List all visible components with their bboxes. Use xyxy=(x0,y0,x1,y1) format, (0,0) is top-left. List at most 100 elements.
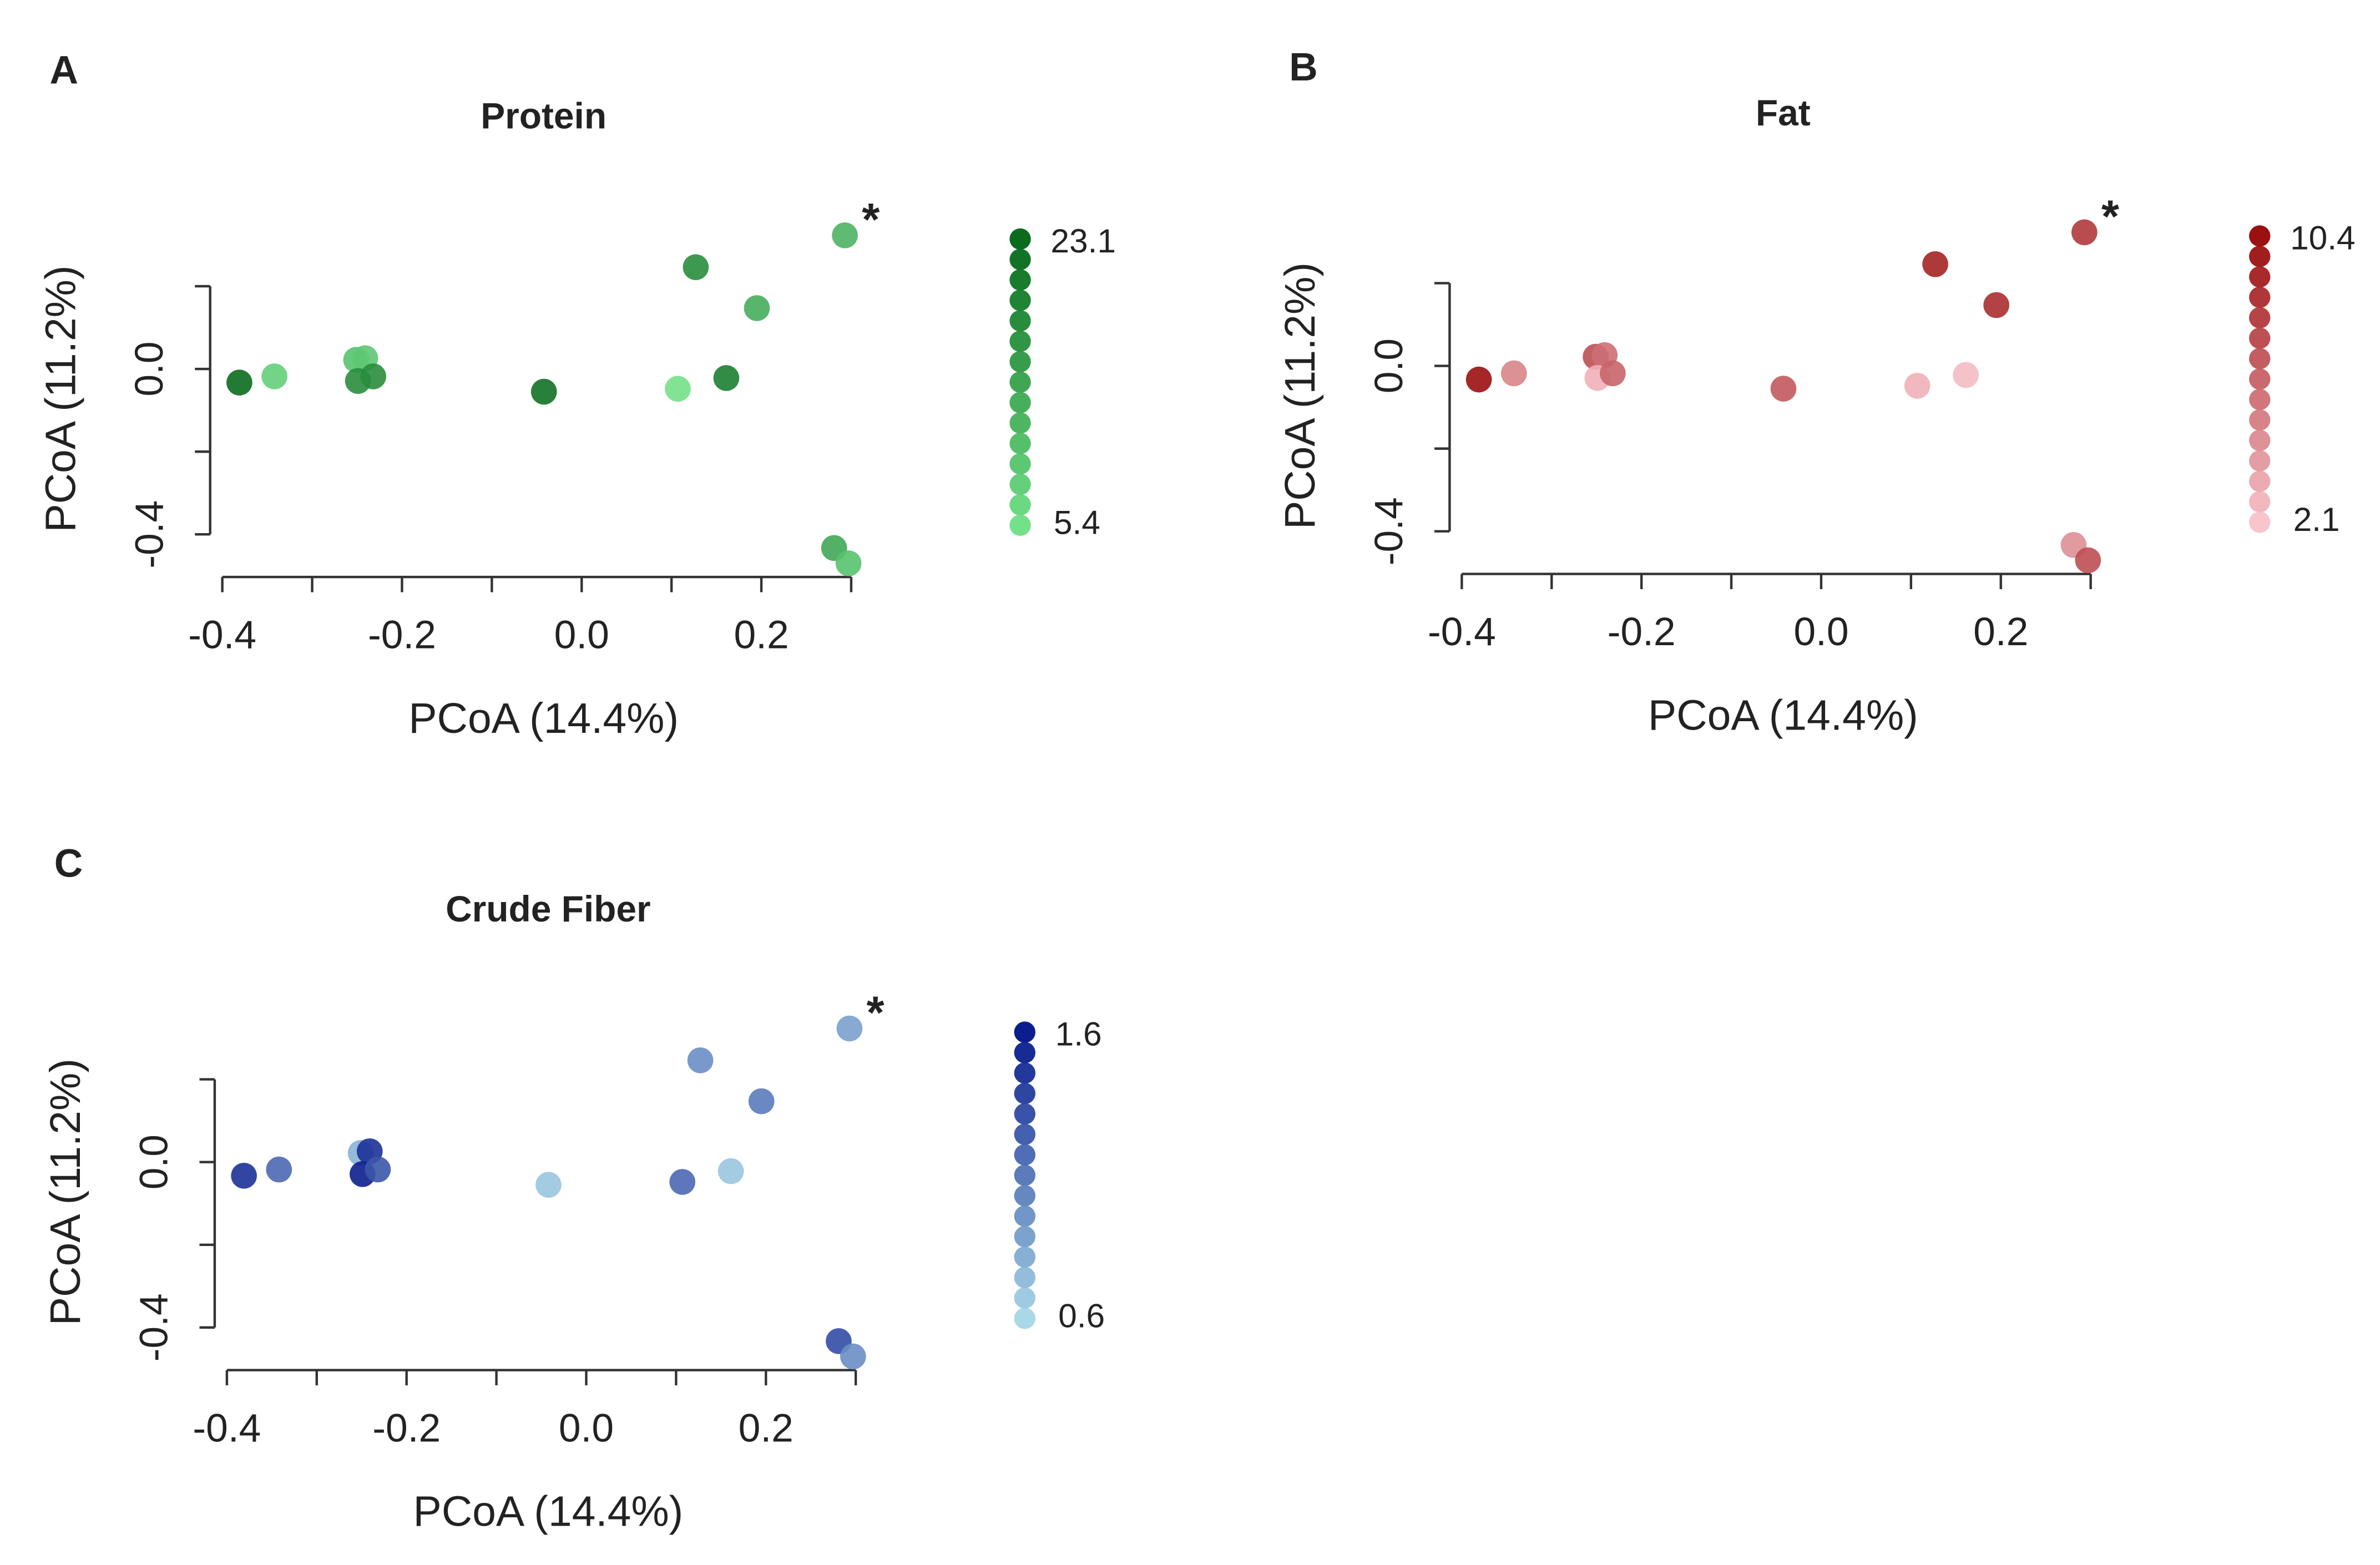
point xyxy=(1466,366,1492,393)
colorbar-swatch xyxy=(1014,1123,1035,1145)
colorbar-swatch xyxy=(1014,1062,1035,1084)
colorbar-swatch xyxy=(2249,491,2271,513)
point xyxy=(1770,376,1797,402)
colorbar-swatch xyxy=(2249,286,2271,308)
chart-title: Fat xyxy=(1756,92,1811,133)
colorbar-swatch xyxy=(2249,511,2271,533)
colorbar-swatch xyxy=(2249,409,2271,431)
point xyxy=(261,363,287,389)
colorbar-swatch xyxy=(1014,1164,1035,1186)
colorbar-swatch xyxy=(1014,1144,1035,1166)
y-tick-label: 0.0 xyxy=(132,1135,176,1189)
x-tick-label: 0.0 xyxy=(554,613,609,657)
x-tick-label: -0.4 xyxy=(188,613,256,657)
colorbar-swatch xyxy=(1014,1205,1035,1227)
colorbar-swatch xyxy=(2249,307,2271,328)
colorbar-swatch xyxy=(2249,450,2271,472)
point xyxy=(1922,251,1948,277)
point xyxy=(748,1088,775,1115)
x-tick-label: 0.2 xyxy=(734,613,789,657)
y-tick-label: -0.4 xyxy=(132,1293,176,1361)
x-tick-label: 0.0 xyxy=(1793,610,1848,654)
colorbar-swatch xyxy=(1009,228,1031,250)
point xyxy=(717,1158,744,1184)
x-tick-label: -0.4 xyxy=(193,1406,261,1450)
colorbar-swatch xyxy=(1009,269,1031,291)
colorbar-max-label: 10.4 xyxy=(2290,219,2355,257)
colorbar-swatch xyxy=(1014,1267,1035,1288)
colorbar-swatch xyxy=(2249,266,2271,288)
colorbar-swatch xyxy=(1014,1225,1035,1248)
colorbar-swatch xyxy=(1009,453,1031,475)
y-tick-label: 0.0 xyxy=(1367,338,1411,393)
colorbar-swatch xyxy=(2249,470,2271,492)
point xyxy=(226,369,252,396)
colorbar-swatch xyxy=(1009,392,1031,413)
point xyxy=(713,365,740,391)
point xyxy=(835,550,862,576)
point xyxy=(365,1156,391,1183)
point xyxy=(1983,292,2009,318)
point xyxy=(687,1047,714,1073)
point xyxy=(665,376,691,402)
point xyxy=(1500,360,1527,387)
x-tick-label: 0.0 xyxy=(559,1406,614,1450)
colorbar-swatch xyxy=(1009,473,1031,495)
colorbar-swatch xyxy=(1009,249,1031,270)
colorbar-swatch xyxy=(2249,225,2271,247)
y-tick-label: -0.4 xyxy=(127,500,171,569)
colorbar-swatch xyxy=(1014,1308,1035,1329)
colorbar-swatch xyxy=(1014,1287,1035,1309)
colorbar-swatch xyxy=(2249,388,2271,411)
panel-label: C xyxy=(54,841,83,885)
point xyxy=(744,295,770,321)
colorbar-swatch xyxy=(1014,1246,1035,1268)
point xyxy=(2071,219,2098,246)
point xyxy=(2075,547,2101,574)
x-tick-label: 0.2 xyxy=(1973,610,2028,654)
colorbar-max-label: 1.6 xyxy=(1055,1015,1102,1053)
colorbar-swatch xyxy=(2249,348,2271,369)
colorbar-swatch xyxy=(2249,327,2271,349)
annotation: * xyxy=(866,987,884,1039)
point xyxy=(1904,372,1931,399)
colorbar-swatch xyxy=(1009,412,1031,434)
panel: -0.4 -0.2 0.0 0.2 0.0 -0.4 B Fat PCoA (14.4%) PCo… xyxy=(1276,45,2355,739)
colorbar-swatch xyxy=(2249,429,2271,452)
colorbar-swatch xyxy=(1009,330,1031,352)
point xyxy=(1953,362,1979,388)
panel-label: B xyxy=(1289,45,1318,89)
colorbar-swatch xyxy=(1014,1042,1035,1063)
colorbar-swatch xyxy=(2249,246,2271,267)
x-axis-label: PCoA (14.4%) xyxy=(413,1488,683,1536)
point xyxy=(836,1015,863,1042)
chart-title: Crude Fiber xyxy=(446,888,651,929)
colorbar-min-label: 5.4 xyxy=(1054,504,1100,541)
annotation: * xyxy=(2101,191,2119,242)
colorbar-swatch xyxy=(1009,310,1031,332)
point xyxy=(832,222,858,249)
colorbar-max-label: 23.1 xyxy=(1050,222,1115,260)
y-axis-label: PCoA (11.2%) xyxy=(37,265,85,532)
colorbar-swatch xyxy=(1014,1082,1035,1105)
colorbar-swatch xyxy=(1009,433,1031,454)
point xyxy=(231,1162,257,1189)
colorbar-swatch xyxy=(1009,494,1031,516)
point xyxy=(1599,360,1626,387)
point xyxy=(535,1172,562,1198)
colorbar-swatch xyxy=(1009,514,1031,536)
panel: -0.4 -0.2 0.0 0.2 0.0 -0.4 C Crude Fiber PCoA (1… xyxy=(42,841,1105,1535)
colorbar-swatch xyxy=(1014,1103,1035,1125)
colorbar-min-label: 0.6 xyxy=(1058,1296,1105,1334)
x-tick-label: -0.2 xyxy=(368,613,436,657)
x-tick-label: -0.4 xyxy=(1428,610,1496,654)
colorbar-swatch xyxy=(2249,368,2271,390)
y-axis-label: PCoA (11.2%) xyxy=(1276,262,1324,529)
colorbar-swatch xyxy=(1014,1021,1035,1043)
y-tick-label: -0.4 xyxy=(1367,497,1411,565)
panel-label: A xyxy=(49,48,78,93)
colorbar-swatch xyxy=(1009,290,1031,311)
x-axis-label: PCoA (14.4%) xyxy=(1648,692,1918,740)
